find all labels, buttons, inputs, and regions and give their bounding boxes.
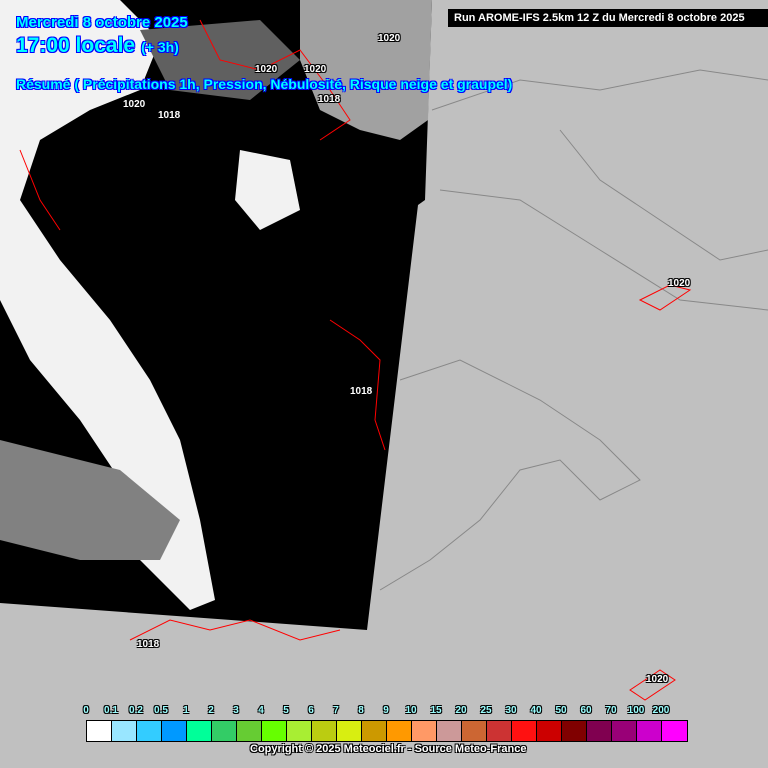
legend-swatch bbox=[312, 721, 337, 741]
isobar-label: 1018 bbox=[350, 386, 373, 397]
legend-swatch bbox=[362, 721, 387, 741]
legend-label: 0 bbox=[83, 705, 89, 716]
legend-label: 0.2 bbox=[129, 705, 143, 716]
isobar-label: 1020 bbox=[668, 278, 691, 289]
legend-label: 9 bbox=[383, 705, 389, 716]
run-info: Run AROME-IFS 2.5km 12 Z du Mercredi 8 o… bbox=[448, 9, 768, 27]
legend-label: 0.1 bbox=[104, 705, 118, 716]
isobar-label: 1018 bbox=[158, 110, 181, 121]
legend-swatch bbox=[587, 721, 612, 741]
isobar-label: 1020 bbox=[123, 99, 146, 110]
legend-label: 0.5 bbox=[154, 705, 168, 716]
legend-label: 60 bbox=[580, 705, 592, 716]
legend-swatch bbox=[537, 721, 562, 741]
legend-label: 10 bbox=[405, 705, 417, 716]
legend-label: 30 bbox=[505, 705, 517, 716]
legend-swatch bbox=[662, 721, 687, 741]
legend-swatch bbox=[262, 721, 287, 741]
legend-label: 50 bbox=[555, 705, 567, 716]
isobar-label: 1020 bbox=[255, 64, 278, 75]
legend-swatch bbox=[562, 721, 587, 741]
legend-label: 20 bbox=[455, 705, 467, 716]
legend-label: 100 bbox=[627, 705, 645, 716]
copyright: Copyright © 2025 Meteociel.fr - Source M… bbox=[250, 743, 527, 755]
legend-label: 70 bbox=[605, 705, 617, 716]
isobar-label: 1020 bbox=[646, 674, 669, 685]
legend-swatch bbox=[87, 721, 112, 741]
legend-swatch bbox=[137, 721, 162, 741]
legend-labels: 0 0.1 0.2 0.5 1 2 3 4 5 6 7 8 9 10 15 20 25 30 40 50 60 70 100… bbox=[83, 705, 711, 719]
map-summary: Résumé ( Précipitations 1h, Pression, Né… bbox=[16, 76, 513, 92]
legend-swatch bbox=[612, 721, 637, 741]
legend-label: 5 bbox=[283, 705, 289, 716]
legend-swatch bbox=[462, 721, 487, 741]
legend-swatch bbox=[237, 721, 262, 741]
legend-label: 7 bbox=[333, 705, 339, 716]
legend-swatch bbox=[412, 721, 437, 741]
legend-swatch bbox=[187, 721, 212, 741]
legend-label: 6 bbox=[308, 705, 314, 716]
legend-swatch bbox=[487, 721, 512, 741]
forecast-offset: (+ 3h) bbox=[141, 39, 179, 55]
isobar-lines bbox=[19, 19, 692, 701]
legend-label: 40 bbox=[530, 705, 542, 716]
legend-swatch bbox=[287, 721, 312, 741]
legend-label: 200 bbox=[652, 705, 670, 716]
borders bbox=[379, 69, 768, 591]
isobar-label: 1020 bbox=[378, 33, 401, 44]
legend-swatch bbox=[637, 721, 662, 741]
legend-label: 8 bbox=[358, 705, 364, 716]
forecast-time: 17:00 locale (+ 3h) bbox=[16, 34, 179, 58]
legend-swatch bbox=[437, 721, 462, 741]
forecast-time-label: 17:00 locale bbox=[16, 34, 136, 57]
legend-swatch bbox=[337, 721, 362, 741]
isobar-label: 1018 bbox=[137, 639, 160, 650]
legend-label: 25 bbox=[480, 705, 492, 716]
forecast-date: Mercredi 8 octobre 2025 bbox=[16, 14, 188, 31]
legend-swatch bbox=[162, 721, 187, 741]
legend-label: 4 bbox=[258, 705, 264, 716]
legend-swatch bbox=[212, 721, 237, 741]
legend-swatch bbox=[512, 721, 537, 741]
isobar-label: 1020 bbox=[304, 64, 327, 75]
isobar-label: 1018 bbox=[318, 94, 341, 105]
legend-swatch bbox=[387, 721, 412, 741]
legend-label: 3 bbox=[233, 705, 239, 716]
precipitation-legend bbox=[86, 720, 688, 742]
legend-label: 2 bbox=[208, 705, 214, 716]
legend-label: 1 bbox=[183, 705, 189, 716]
legend-swatch bbox=[112, 721, 137, 741]
cloud-white-areas bbox=[0, 0, 432, 610]
legend-label: 15 bbox=[430, 705, 442, 716]
